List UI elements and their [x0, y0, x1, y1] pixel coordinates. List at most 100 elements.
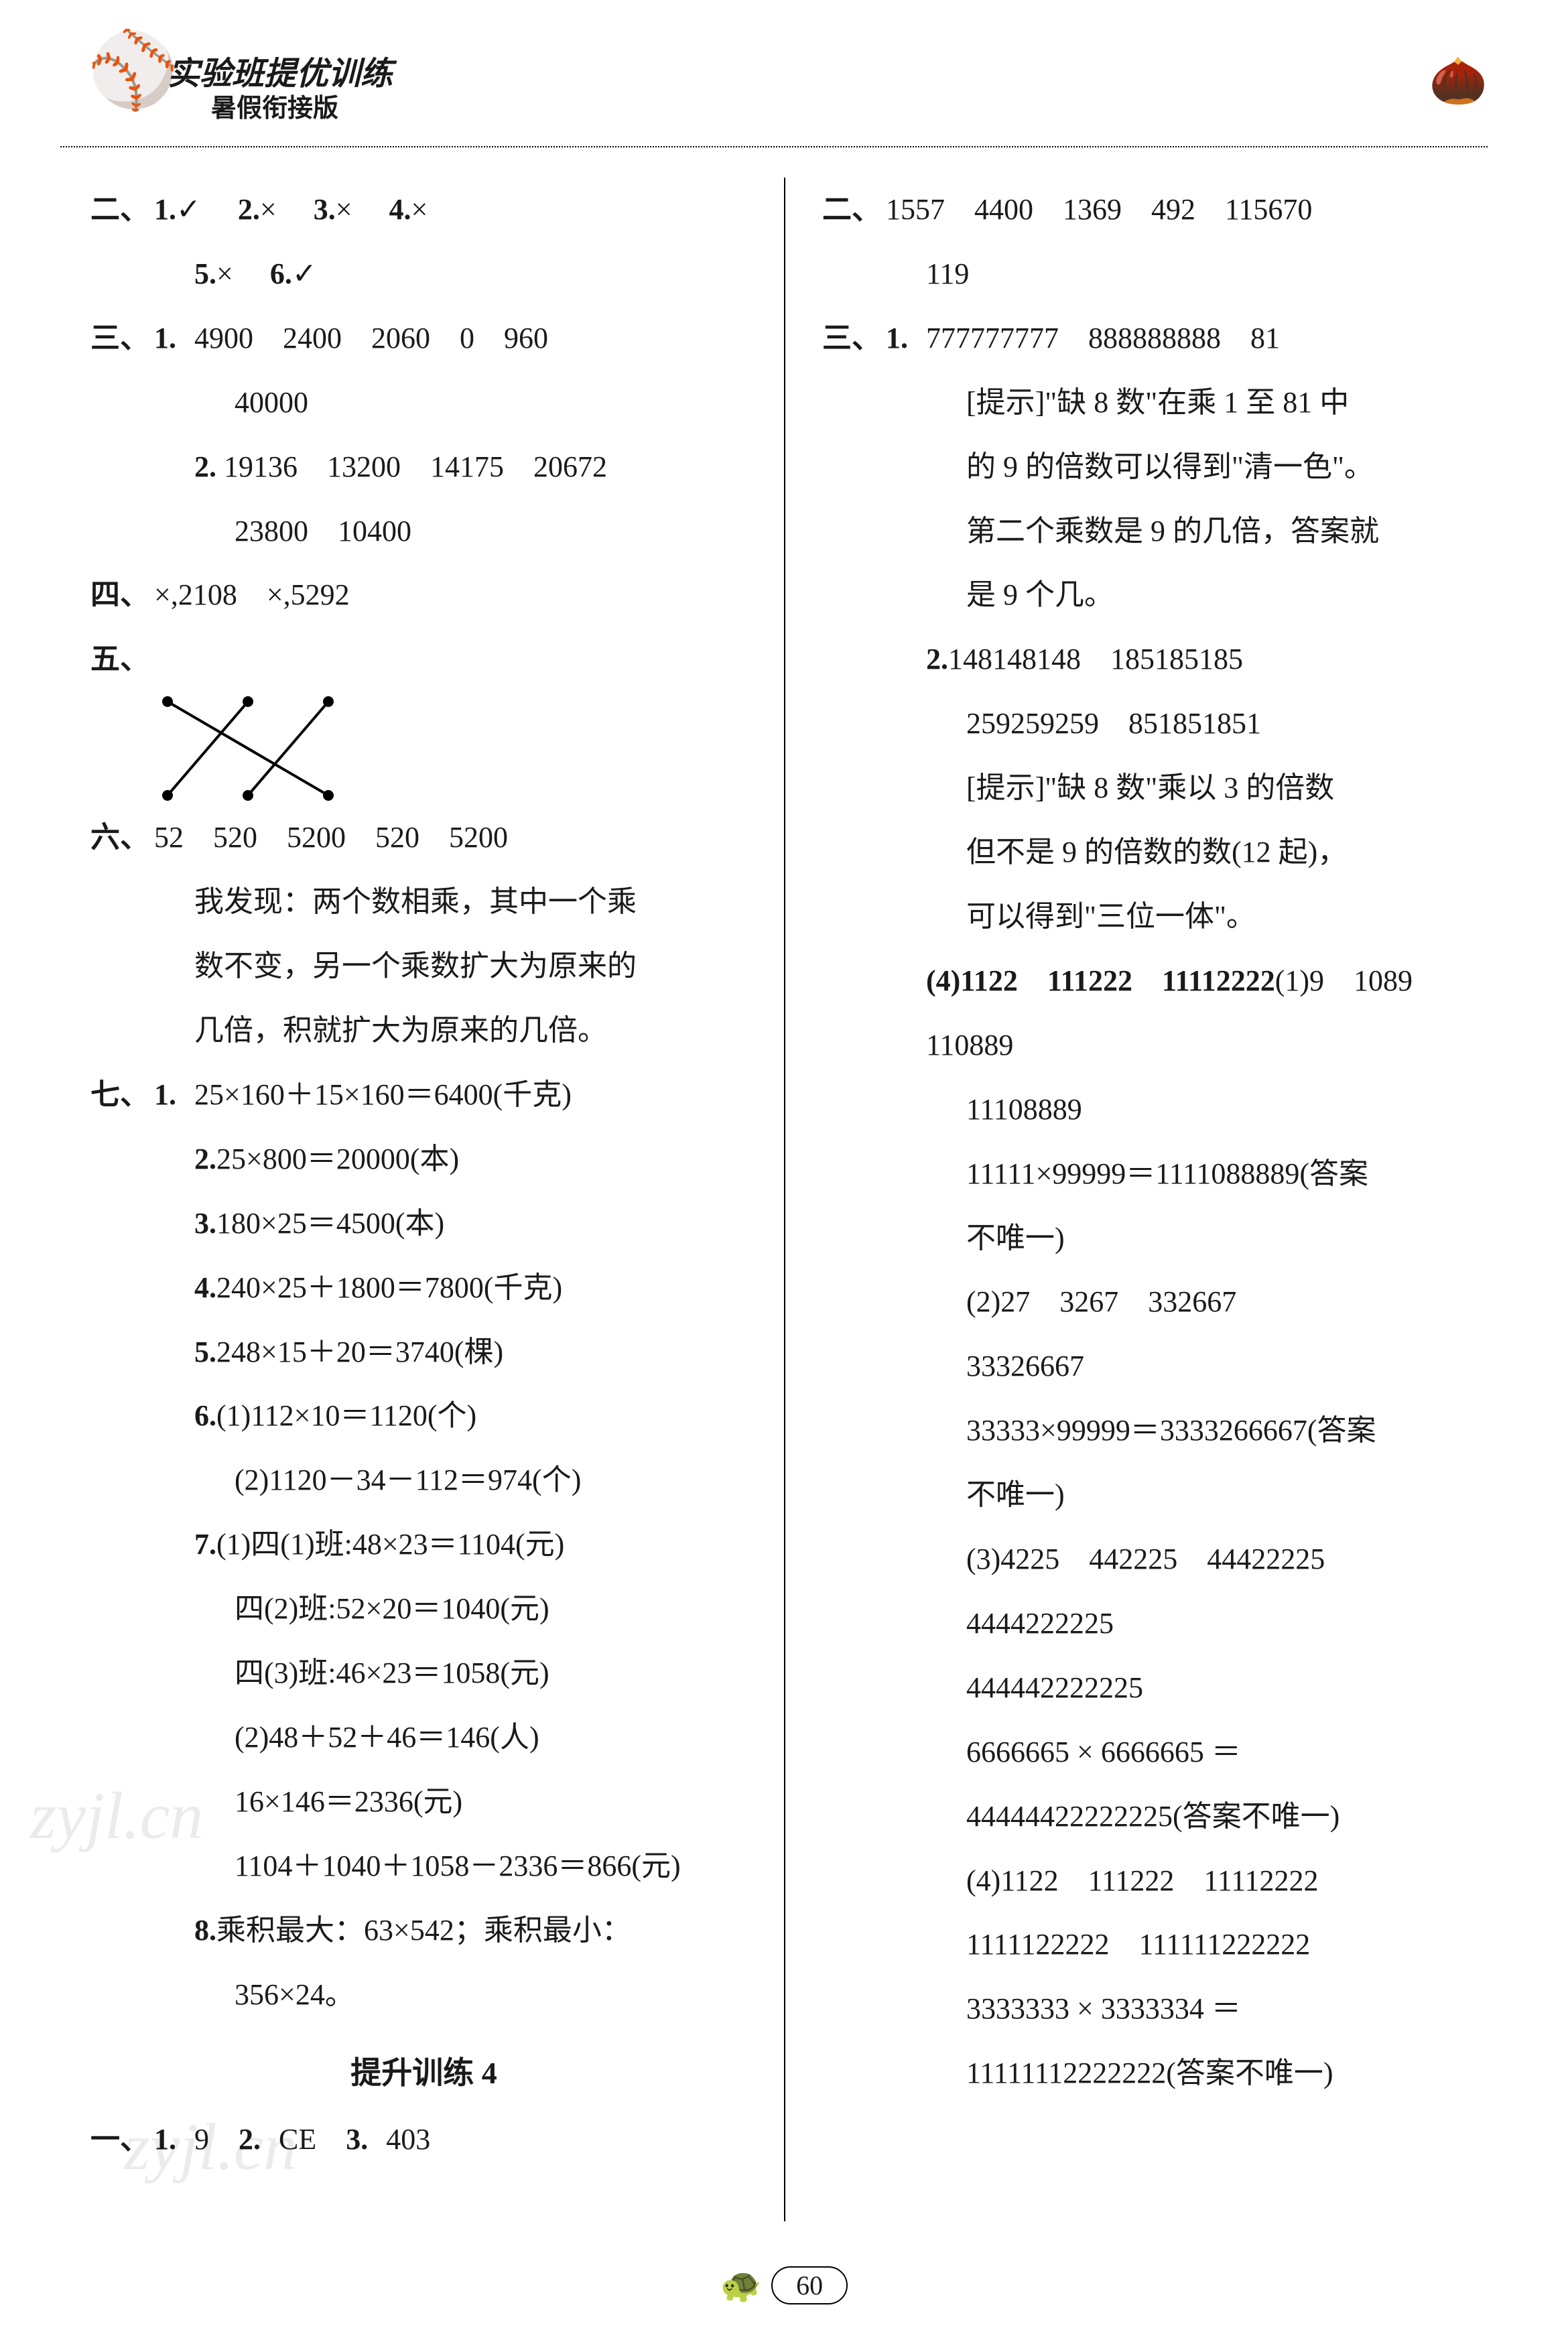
- answer-text: CE: [279, 2107, 316, 2172]
- answer-text: 19136 13200 14175 20672: [224, 450, 607, 483]
- hint-text: 的 9 的倍数可以得到"清一色"。: [822, 435, 1478, 499]
- section-label: 三、: [90, 306, 154, 371]
- mascot-icon: ⚾: [87, 27, 179, 113]
- hint-text: 可以得到"三位一体"。: [822, 885, 1478, 949]
- answer-text: 356×24。: [90, 1963, 757, 2027]
- item-num: (4)1122 111222 11112222: [926, 964, 1275, 997]
- answer-text: 11108889: [822, 1078, 1478, 1142]
- item-num: 2.: [926, 643, 948, 675]
- section-label: 一、: [90, 2107, 154, 2172]
- answer-mark: ×: [216, 257, 233, 290]
- answer-text: 180×25＝4500(本): [216, 1207, 444, 1240]
- answer-text: 248×15＋20＝3740(棵): [216, 1336, 503, 1368]
- hint-text: 第二个乘数是 9 的几倍，答案就: [822, 499, 1478, 564]
- explain-text: 几倍，积就扩大为原来的几倍。: [90, 998, 757, 1063]
- footer-deco-icon: 🐢: [720, 2266, 762, 2304]
- answer-mark: ×: [411, 193, 428, 226]
- answer-text: 444442222225: [822, 1656, 1478, 1720]
- answer-text: 148148148 185185185: [948, 643, 1243, 675]
- answer-text: 25×800＝20000(本): [216, 1143, 459, 1175]
- item-num: 3.: [346, 2107, 386, 2172]
- answer-text: 33326667: [822, 1334, 1478, 1398]
- answer-text: 33333×99999＝3333266667(答案: [822, 1398, 1478, 1463]
- leaf-icon: 🌰: [1429, 54, 1488, 109]
- item-num: 3.: [194, 1207, 216, 1240]
- answer-text: zyjl.cn 16×146＝2336(元): [90, 1770, 757, 1834]
- answer-text: (2)27 3267 332667: [822, 1270, 1478, 1334]
- answer-text: 44444422222225(答案不唯一): [822, 1784, 1478, 1849]
- item-num: 2.: [194, 450, 216, 483]
- section-6: 六、 52 520 5200 520 5200: [90, 805, 757, 870]
- answer-text: (1)四(1)班:48×23＝1104(元): [216, 1528, 564, 1561]
- section-2-cont: 5.× 6.✓: [90, 242, 757, 306]
- answer-text: (1)112×10＝1120(个): [216, 1399, 476, 1432]
- section-4: 四、 ×,2108 ×,5292: [90, 563, 757, 627]
- answer-text: 259259259 851851851: [822, 692, 1478, 756]
- section-label: 六、: [90, 805, 154, 870]
- explain-text: 数不变，另一个乘数扩大为原来的: [90, 934, 757, 998]
- page-number: 60: [771, 2266, 848, 2304]
- answer-text: (4)1122 111222 11112222: [822, 1849, 1478, 1913]
- item-row: 6.(1)112×10＝1120(个): [90, 1384, 757, 1448]
- section-2: 二、 1.✓ 2.× 3.× 4.×: [90, 178, 757, 242]
- left-column: 二、 1.✓ 2.× 3.× 4.× 5.× 6.✓ 三、 1. 4900 24…: [90, 178, 784, 2221]
- answer-text: 6666665 × 6666665 ＝: [822, 1720, 1478, 1784]
- item-num: 7.: [194, 1528, 216, 1561]
- answer-text: 52 520 5200 520 5200: [154, 805, 757, 870]
- item-num: 6.: [194, 1399, 216, 1432]
- section-label: 二、: [822, 178, 886, 242]
- item-num: 2.: [239, 2107, 279, 2172]
- answer-text: 1104＋1040＋1058－2336＝866(元): [90, 1834, 757, 1898]
- item-num: 5.: [194, 1336, 216, 1368]
- item-num: 1.: [154, 193, 176, 226]
- page-header: ⚾ 实验班提优训练 暑假衔接版 🌰: [60, 40, 1488, 147]
- answer-text: 1111122222 111111222222: [822, 1912, 1478, 1977]
- item-num: 4.: [389, 193, 411, 226]
- answer-text: 1557 4400 1369 492 115670: [886, 178, 1478, 242]
- section-7: 七、 1. 25×160＋15×160＝6400(千克): [90, 1063, 757, 1127]
- answer-text: 40000: [90, 371, 757, 435]
- item-num: 8.: [194, 1914, 216, 1947]
- item-num: 2.: [194, 1143, 216, 1175]
- section-label: 二、: [90, 178, 154, 242]
- answer-text: 4900 2400 2060 0 960: [194, 306, 757, 371]
- item-row: 7.(1)四(1)班:48×23＝1104(元): [90, 1512, 757, 1577]
- answer-mark: ×: [260, 193, 277, 226]
- answer-text: 9: [194, 2107, 209, 2172]
- header-subtitle: 暑假衔接版: [211, 87, 338, 124]
- answer-text: 25×160＋15×160＝6400(千克): [194, 1063, 757, 1127]
- answer-text: ×,2108 ×,5292: [154, 563, 757, 627]
- item-row: 2. 19136 13200 14175 20672: [90, 435, 757, 499]
- answer-mark: ✓: [176, 193, 201, 226]
- item-row: 5.248×15＋20＝3740(棵): [90, 1320, 757, 1384]
- answer-text: 23800 10400: [90, 499, 757, 564]
- section-label: 三、: [822, 306, 886, 371]
- item-num: 1.: [154, 2107, 194, 2172]
- answer-text: 777777777 888888888 81: [926, 306, 1478, 371]
- bottom-section-1: zyjl.cn 一、 1.9 2.CE 3.403: [90, 2107, 757, 2172]
- answer-text: 11111×99999＝1111088889(答案: [822, 1142, 1478, 1206]
- section-label: 七、: [90, 1063, 154, 1127]
- answer-text: 乘积最大：63×542；乘积最小：: [216, 1914, 631, 1947]
- section-3: 三、 1. 4900 2400 2060 0 960: [90, 306, 757, 371]
- item-row: 8.乘积最大：63×542；乘积最小：: [90, 1898, 757, 1963]
- explain-text: 我发现：两个数相乘，其中一个乘: [90, 870, 757, 934]
- lift-title: 提升训练 4: [90, 2040, 757, 2107]
- answer-text: 不唯一): [822, 1463, 1478, 1527]
- answer-text: (2)1120－34－112＝974(个): [90, 1448, 757, 1512]
- answer-text: 403: [386, 2107, 430, 2172]
- right-column: 二、 1557 4400 1369 492 115670 119 三、 1. 7…: [784, 178, 1478, 2221]
- item-num: 4.: [194, 1271, 216, 1304]
- answer-text: 不唯一): [822, 1206, 1478, 1271]
- r-section-2: 二、 1557 4400 1369 492 115670: [822, 178, 1478, 242]
- section-label: 四、: [90, 563, 154, 627]
- section-5: 五、: [90, 627, 757, 692]
- answer-text: 3333333 × 3333334 ＝: [822, 1977, 1478, 2041]
- answer-text: 16×146＝2336(元): [235, 1785, 462, 1818]
- hint-text: [提示]"缺 8 数"在乘 1 至 81 中: [822, 371, 1478, 435]
- page-footer: 🐢 60: [0, 2266, 1568, 2305]
- answer-mark: ✓: [292, 257, 317, 290]
- item-num: 5.: [194, 257, 216, 290]
- answer-text: 4444222225: [822, 1591, 1478, 1656]
- answer-text: 119: [822, 242, 1478, 306]
